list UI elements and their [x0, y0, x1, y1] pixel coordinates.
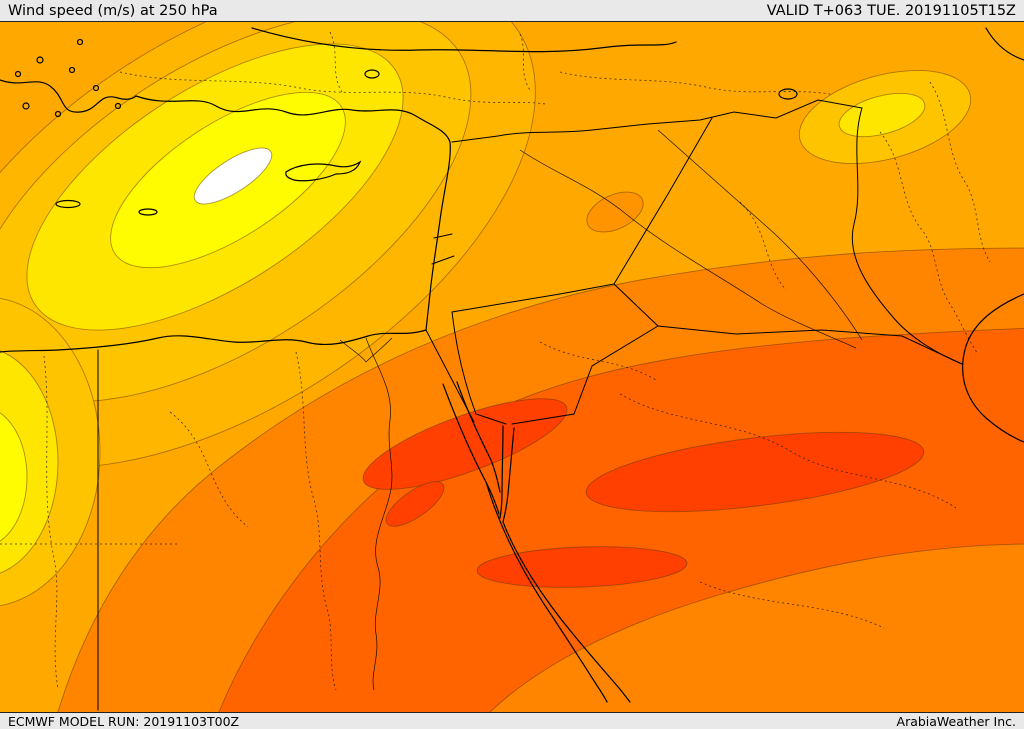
- black-sea-coast: [251, 27, 677, 53]
- red-sea-east-shore: [502, 521, 631, 703]
- island-dot: [36, 56, 44, 64]
- admin-line-turkey-n1: [329, 31, 343, 93]
- valid-time-label: VALID T+063 TUE. 20191105T15Z: [766, 2, 1016, 19]
- border-turkey-syria-iraq: [451, 99, 863, 143]
- admin-line-iraq: [739, 201, 787, 291]
- country-borders: [97, 99, 963, 711]
- aegean-islands: [14, 38, 122, 118]
- caspian-coast-corner: [985, 27, 1024, 61]
- contour-band-bright-yellow-west-edge: [0, 412, 28, 542]
- border-jordan-saudi: [511, 325, 659, 425]
- island-dot: [22, 102, 30, 110]
- island-dot: [92, 84, 100, 92]
- nile-river: [365, 337, 393, 691]
- gulf-of-suez-east: [456, 381, 501, 493]
- contour-band-red-orange: [218, 327, 1024, 712]
- admin-line-saudi-2: [699, 581, 885, 629]
- header-bar: Wind speed (m/s) at 250 hPa VALID T+063 …: [0, 0, 1024, 22]
- map-title: Wind speed (m/s) at 250 hPa: [8, 2, 218, 19]
- admin-line-iran-2: [929, 81, 991, 263]
- contour-band-yellow-ne: [838, 92, 926, 138]
- border-syria-iraq: [613, 117, 713, 285]
- admin-line-saudi-1: [619, 393, 957, 509]
- wind-speed-map: [0, 22, 1024, 712]
- contour-core-red-south: [476, 546, 688, 588]
- admin-line-turkey-east: [559, 71, 831, 95]
- admin-line-libya: [43, 355, 59, 691]
- persian-gulf-coast: [962, 293, 1024, 443]
- tigris-river: [657, 129, 863, 341]
- credit-label: ArabiaWeather Inc.: [896, 713, 1016, 729]
- contour-core-red-west: [362, 398, 568, 490]
- island-dot: [114, 102, 122, 110]
- lake-tuz: [364, 69, 380, 79]
- border-israel-jordan: [451, 311, 507, 425]
- lake-van: [778, 88, 798, 100]
- admin-line-turkey-n2: [519, 33, 531, 91]
- coastlines: [0, 27, 1024, 703]
- cyprus-island: [285, 160, 362, 182]
- contour-core-red-east: [585, 431, 925, 513]
- admin-line-iran-1: [879, 131, 979, 355]
- crete-island: [55, 199, 81, 209]
- contour-blob-syria: [586, 191, 644, 233]
- border-syria-jordan: [451, 283, 615, 313]
- border-egypt-israel: [425, 329, 475, 423]
- contour-core-red-nile: [385, 481, 445, 527]
- mediterranean-levant-egypt-coast: [0, 95, 451, 353]
- admin-line-egypt-2: [169, 411, 249, 528]
- gulf-of-aqaba-east: [502, 427, 515, 523]
- model-run-label: ECMWF MODEL RUN: 20191103T00Z: [8, 713, 240, 729]
- map-canvas: [0, 22, 1024, 712]
- contour-fills: [0, 22, 1024, 712]
- border-iraq-iran: [851, 107, 963, 365]
- aegean-coast: [0, 79, 137, 113]
- island-dot: [76, 38, 84, 46]
- contour-band-white-core: [193, 147, 273, 205]
- border-lebanon: [431, 233, 455, 265]
- footer-bar: ECMWF MODEL RUN: 20191103T00Z ArabiaWeat…: [0, 712, 1024, 729]
- border-iraq-saudi: [613, 283, 963, 365]
- red-sea-west-shore: [485, 481, 608, 703]
- island-dot: [54, 110, 62, 118]
- rhodes-island: [138, 208, 158, 216]
- gulf-of-aqaba-west: [499, 425, 504, 519]
- island-dot: [68, 66, 76, 74]
- island-dot: [14, 70, 22, 78]
- euphrates-river: [519, 149, 857, 349]
- admin-borders-dotted: [0, 31, 991, 691]
- gulf-of-suez-west: [442, 383, 500, 515]
